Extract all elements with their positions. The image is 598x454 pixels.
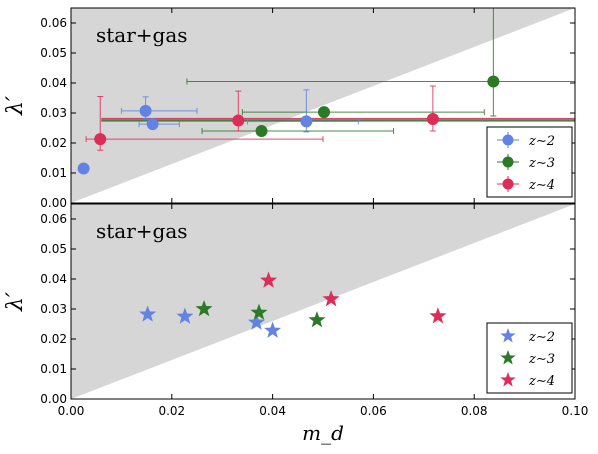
panel-label: star+gas [96,23,188,47]
series-1 [77,89,359,175]
data-point-1-3 [247,313,266,330]
data-point-1-1 [77,162,90,175]
plot-area [77,8,575,175]
legend-label: z∼2 [528,134,555,149]
y-tick-label: 0.05 [40,46,67,60]
data-point-2-1 [195,300,213,317]
x-tick-label: 0.10 [562,404,589,418]
data-point-1-1 [139,305,157,322]
data-point-2-1 [255,125,268,137]
x-tick-label: 0.00 [58,404,85,418]
data-point-3-2 [232,114,245,127]
legend-label: z∼2 [528,330,555,345]
data-point-2-3 [487,75,500,88]
y-axis-label: λ′ [3,292,28,312]
series-3 [260,271,447,324]
x-tick-label: 0.06 [360,404,387,418]
y-tick-label: 0.02 [40,136,67,150]
legend: z∼2 z∼3 z∼4 [486,322,573,394]
data-point-3-1 [94,133,107,146]
shaded-region [71,8,575,203]
panel-label: star+gas [96,219,188,243]
series-1 [139,305,282,338]
legend-marker [502,134,514,146]
legend-marker [502,178,514,190]
series-2 [186,8,575,137]
data-point-1-2 [176,307,194,324]
data-point-1-4 [300,115,313,128]
legend: z∼2 z∼3 z∼4 [486,126,573,198]
data-point-1-3 [146,118,159,131]
y-tick-label: 0.03 [40,106,67,120]
y-tick-label: 0.05 [40,242,67,256]
plot-area [139,271,447,338]
y-tick-label: 0.06 [40,212,67,226]
y-tick-label: 0.04 [40,76,67,90]
series-3 [85,85,439,151]
y-tick-label: 0.02 [40,332,67,346]
y-tick-label: 0.00 [40,196,67,210]
x-tick-label: 0.04 [259,404,286,418]
data-point-3-3 [429,307,447,324]
legend-box [486,322,573,394]
x-axis-label: m_d [302,421,344,445]
data-point-3-3 [426,113,439,125]
data-point-1-2 [139,104,152,117]
data-point-3-2 [322,290,340,307]
legend-marker [500,350,516,365]
legend-label: z∼4 [528,178,555,193]
axes-frame [70,203,576,400]
axes-frame [70,7,576,204]
legend-marker [500,328,516,343]
data-point-3-1 [260,271,278,288]
legend-marker [500,372,516,387]
x-tick-label: 0.08 [461,404,488,418]
x-tick-label: 0.02 [158,404,185,418]
y-tick-label: 0.01 [40,166,67,180]
data-point-2-2 [318,106,331,119]
data-point-1-4 [264,321,282,338]
data-point-2-3 [308,311,326,328]
series-2 [195,300,326,328]
y-tick-label: 0.03 [40,302,67,316]
shaded-region [71,204,575,399]
legend-label: z∼4 [528,374,555,389]
legend-marker [502,156,514,168]
legend-label: z∼3 [528,156,555,171]
panel-2: 0.00 0.02 0.04 0.06 0.08 0.10 0.00 0.01 0.02 0.03… [3,203,589,445]
y-axis-label: λ′ [3,96,28,116]
data-point-2-2 [250,303,268,320]
y-tick-label: 0.06 [40,16,67,30]
y-tick-label: 0.01 [40,362,67,376]
legend-label: z∼3 [528,352,555,367]
y-tick-label: 0.04 [40,272,67,286]
panel-1: 0.00 0.01 0.02 0.03 0.04 0.05 0.06 star+gas λ′ z∼… [3,7,576,210]
y-tick-label: 0.00 [40,392,67,406]
